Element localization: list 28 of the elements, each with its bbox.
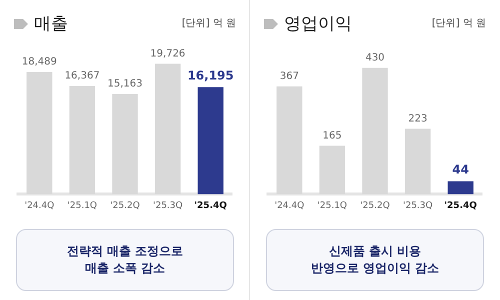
chart-title: 영업이익 [284,13,352,35]
x-tick-label: '25.1Q [317,200,348,211]
data-label: 18,489 [22,56,57,68]
x-tick-label: '25.2Q [110,200,140,211]
text: 전략적 매출 조정으로 매출 소폭 감소 [16,229,234,291]
bar [198,87,224,194]
x-tick-label: '24.4Q [274,200,304,211]
x-tick-label: '25.3Q [152,200,183,211]
x-tick-label: '25.2Q [360,200,390,211]
data-label: 430 [365,52,385,64]
x-tick-label: '25.4Q [194,200,228,211]
chart-title: 매출 [34,13,68,35]
data-label: 16,367 [64,70,100,82]
data-label: 367 [280,70,299,82]
data-label: 44 [452,162,469,176]
x-tick-label: '25.3Q [402,200,433,211]
data-label: 223 [408,113,428,124]
data-label: 165 [322,130,342,142]
text: 신제품 출시 비용 반영으로 영업이익 감소 [266,229,484,291]
x-tick-label: '25.1Q [67,200,98,211]
x-tick-label: '25.4Q [444,200,478,211]
x-tick-label: '24.4Q [24,200,54,211]
bar [448,181,474,194]
chart-subtitle: [단위] 억 원 [432,17,486,30]
data-label: 19,726 [150,48,186,60]
chart-subtitle: [단위] 억 원 [182,17,236,30]
data-label: 15,163 [108,78,142,90]
data-label: 16,195 [187,68,234,82]
